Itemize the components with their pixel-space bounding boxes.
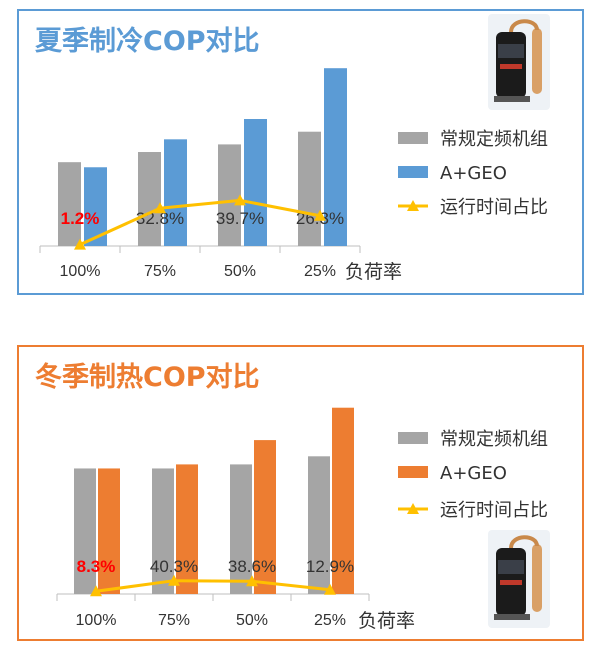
share-data-label: 40.3%: [150, 557, 198, 576]
bar-a-geo: [164, 139, 187, 246]
legend-swatch-conventional: [398, 432, 428, 444]
share-marker: [324, 583, 336, 595]
legend-label: 常规定频机组: [440, 129, 548, 150]
share-data-label: 38.6%: [228, 557, 276, 576]
legend-swatch-conventional: [398, 132, 428, 144]
summer-chart-title: 夏季制冷COP对比: [35, 26, 260, 57]
share-marker: [74, 238, 86, 250]
bar-a-geo: [176, 464, 198, 594]
legend-label: 常规定频机组: [440, 429, 548, 450]
compressor-image: [488, 14, 550, 110]
x-tick-label: 75%: [144, 263, 176, 280]
share-marker: [90, 585, 102, 597]
share-marker: [246, 575, 258, 587]
legend-marker-share: [407, 200, 419, 211]
x-tick-label: 100%: [76, 612, 117, 629]
bar-conventional: [74, 468, 96, 594]
x-tick-label: 25%: [314, 612, 346, 629]
share-data-label: 39.7%: [216, 209, 264, 228]
x-axis-title: 负荷率: [345, 261, 402, 283]
chart-summer: 100%1.2%75%32.8%50%39.7%25%26.3%负荷率常规定频机…: [39, 14, 550, 283]
legend-label: A+GEO: [440, 463, 507, 484]
bar-a-geo: [332, 407, 354, 594]
bar-a-geo: [244, 119, 267, 246]
chart-winter: 100% 8.3% 75% 40.3% 50% 38.6% 25% 12.9% 负荷率 常规定频机…: [56, 407, 550, 632]
bar-a-geo: [98, 468, 120, 594]
bar-conventional: [298, 131, 321, 246]
bar-a-geo: [84, 167, 107, 246]
x-tick-label: 100%: [60, 263, 101, 280]
legend-label: 运行时间占比: [440, 500, 548, 521]
share-line: [95, 579, 331, 593]
winter-chart-title: 冬季制热COP对比: [35, 362, 260, 393]
x-tick-label: 50%: [236, 612, 268, 629]
share-data-label: 8.3%: [77, 557, 116, 576]
bar-conventional: [230, 464, 252, 594]
x-tick-label: 75%: [158, 612, 190, 629]
compressor-image: [488, 530, 550, 628]
bar-conventional: [308, 456, 330, 594]
bar-a-geo: [254, 440, 276, 594]
share-data-label: 1.2%: [61, 209, 100, 228]
legend-label: 运行时间占比: [440, 197, 548, 218]
bar-conventional: [218, 144, 241, 246]
legend: 常规定频机组 A+GEO 运行时间占比: [398, 129, 548, 218]
share-marker: [314, 209, 326, 221]
bar-a-geo: [324, 68, 347, 246]
share-marker: [168, 574, 180, 586]
x-axis-title: 负荷率: [358, 610, 415, 632]
x-tick-label: 50%: [224, 263, 256, 280]
x-tick-label: 25%: [304, 263, 336, 280]
bar-conventional: [138, 152, 161, 246]
legend-label: A+GEO: [440, 163, 507, 184]
legend-swatch-a-geo: [398, 166, 428, 178]
bar-conventional: [152, 468, 174, 594]
share-marker: [154, 202, 166, 214]
share-data-label: 12.9%: [306, 557, 354, 576]
legend: 常规定频机组 A+GEO 运行时间占比: [398, 429, 548, 521]
legend-swatch-a-geo: [398, 466, 428, 478]
bar-conventional: [58, 162, 81, 246]
share-marker: [234, 194, 246, 206]
share-line: [79, 198, 321, 246]
legend-marker-share: [407, 503, 419, 514]
